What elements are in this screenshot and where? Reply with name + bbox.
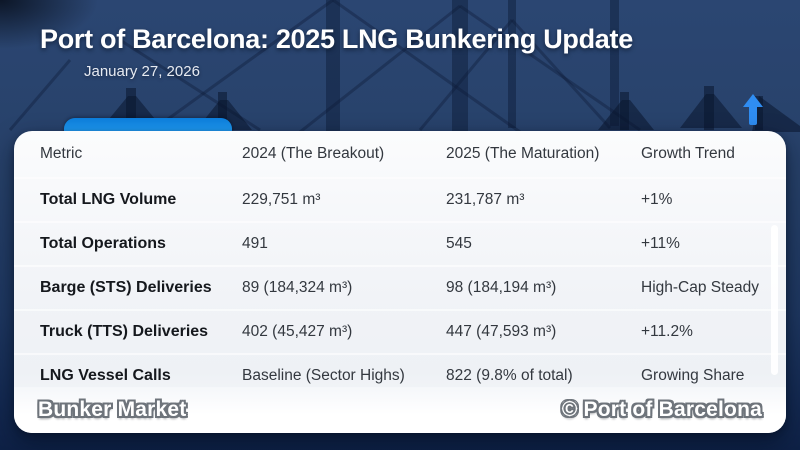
table-row: Total Operations 491 545 +11% — [14, 221, 786, 265]
copyright-watermark: © Port of Barcelona — [561, 398, 762, 421]
row-2025-value: 545 — [446, 235, 472, 252]
row-2025-value: 231,787 m³ — [446, 191, 525, 208]
row-metric-label: LNG Vessel Calls — [40, 367, 171, 384]
row-2024-value: 89 (184,324 m³) — [242, 279, 353, 296]
row-2024-value: 402 (45,427 m³) — [242, 323, 353, 340]
table-row: Barge (STS) Deliveries 89 (184,324 m³) 9… — [14, 265, 786, 309]
date-label: January 27, 2026 — [84, 63, 200, 80]
table-row: Total LNG Volume 229,751 m³ 231,787 m³ +… — [14, 177, 786, 221]
column-header-2024: 2024 (The Breakout) — [242, 145, 385, 162]
row-trend-value: +1% — [641, 191, 673, 208]
row-metric-label: Truck (TTS) Deliveries — [40, 323, 209, 340]
metrics-card: Metric 2024 (The Breakout) 2025 (The Mat… — [14, 131, 786, 433]
scroll-to-top-button[interactable] — [740, 93, 766, 127]
row-trend-value: +11.2% — [641, 323, 693, 340]
row-trend-value: +11% — [641, 235, 680, 252]
row-metric-label: Barge (STS) Deliveries — [40, 279, 212, 296]
scrollbar-thumb[interactable] — [771, 225, 778, 375]
row-2024-value: 229,751 m³ — [242, 191, 321, 208]
up-arrow-icon — [743, 94, 763, 125]
row-2024-value: 491 — [242, 235, 268, 252]
column-header-metric: Metric — [40, 145, 83, 162]
row-trend-value: High-Cap Steady — [641, 279, 760, 296]
column-header-2025: 2025 (The Maturation) — [446, 145, 600, 162]
row-2024-value: Baseline (Sector Highs) — [242, 367, 405, 384]
page-title: Port of Barcelona: 2025 LNG Bunkering Up… — [40, 24, 633, 54]
row-metric-label: Total LNG Volume — [40, 191, 177, 208]
column-header-growth: Growth Trend — [641, 145, 735, 162]
brand-watermark: Bunker Market — [38, 398, 187, 421]
row-trend-value: Growing Share — [641, 367, 745, 384]
table-header-row: Metric 2024 (The Breakout) 2025 (The Mat… — [14, 131, 786, 177]
card-footer: Bunker Market © Port of Barcelona — [14, 387, 786, 433]
row-metric-label: Total Operations — [40, 235, 166, 252]
table-row: LNG Vessel Calls Baseline (Sector Highs)… — [14, 353, 786, 397]
row-2025-value: 447 (47,593 m³) — [446, 323, 557, 340]
photo-shadow-corner — [0, 0, 220, 120]
row-2025-value: 98 (184,194 m³) — [446, 279, 557, 296]
row-2025-value: 822 (9.8% of total) — [446, 367, 573, 384]
table-row: Truck (TTS) Deliveries 402 (45,427 m³) 4… — [14, 309, 786, 353]
